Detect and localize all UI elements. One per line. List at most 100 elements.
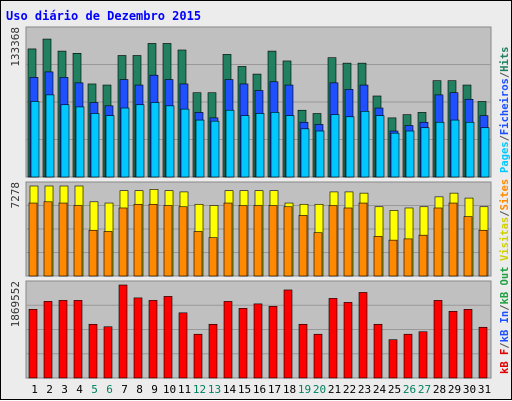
bar-sites-day-5 xyxy=(88,229,98,277)
bar-kb-f-day-20 xyxy=(313,333,323,379)
bar-pages-day-26 xyxy=(405,130,415,178)
bar-pages-day-9 xyxy=(150,102,160,178)
bar-kb-f-day-19 xyxy=(298,323,308,379)
legend-bottom-part-0: kB F xyxy=(499,349,511,374)
bar-kb-f-day-31 xyxy=(478,326,488,379)
bar-pages-day-27 xyxy=(420,127,430,178)
x-tick-label-day-4: 4 xyxy=(76,383,83,396)
x-tick-label-day-12: 12 xyxy=(193,383,206,396)
bar-kb-f-day-22 xyxy=(343,302,353,379)
bar-pages-day-5 xyxy=(90,113,100,178)
x-tick-label-day-18: 18 xyxy=(283,383,296,396)
x-tick-label-day-23: 23 xyxy=(358,383,371,396)
x-tick-label-day-31: 31 xyxy=(478,383,491,396)
bar-pages-day-25 xyxy=(390,132,400,178)
bar-pages-day-3 xyxy=(60,104,70,178)
x-tick-label-day-16: 16 xyxy=(253,383,266,396)
x-tick-label-day-3: 3 xyxy=(61,383,68,396)
y-max-label-middle: 7278 xyxy=(9,182,22,209)
bar-sites-day-30 xyxy=(463,216,473,277)
bar-sites-day-11 xyxy=(178,206,188,277)
bar-kb-f-day-5 xyxy=(88,323,98,379)
bar-sites-day-7 xyxy=(118,207,128,277)
x-tick-label-day-6: 6 xyxy=(106,383,113,396)
x-tick-label-day-9: 9 xyxy=(151,383,158,396)
bar-pages-day-1 xyxy=(30,101,40,178)
x-tick-label-day-19: 19 xyxy=(298,383,311,396)
bar-pages-day-16 xyxy=(255,113,265,178)
x-tick-labels: 1 2 3 4 5 6 7 8 9 10 11 12 13 14 15 16 17 18 19 20 21 22 23 24 2… xyxy=(31,383,491,396)
bar-pages-day-11 xyxy=(180,108,190,178)
bar-sites-day-22 xyxy=(343,207,353,277)
bar-pages-day-21 xyxy=(330,114,340,178)
legend-top-part-2: Ficheiros xyxy=(499,78,511,135)
x-tick-label-day-11: 11 xyxy=(178,383,191,396)
x-tick-label-day-28: 28 xyxy=(433,383,446,396)
x-tick-label-day-10: 10 xyxy=(163,383,176,396)
chart-title: Uso diário de Dezembro 2015 xyxy=(6,9,201,23)
legend-bottom-part-3: / xyxy=(499,304,511,310)
x-tick-label-day-7: 7 xyxy=(121,383,128,396)
x-tick-label-day-8: 8 xyxy=(136,383,143,396)
bar-kb-f-day-8 xyxy=(133,297,143,379)
bar-sites-day-12 xyxy=(193,231,203,277)
bar-sites-day-26 xyxy=(403,238,413,277)
bar-sites-day-10 xyxy=(163,205,173,277)
bar-sites-day-3 xyxy=(58,202,68,277)
bar-sites-day-31 xyxy=(478,229,488,277)
bar-sites-day-21 xyxy=(328,205,338,277)
x-tick-label-day-5: 5 xyxy=(91,383,98,396)
bar-sites-day-27 xyxy=(418,234,428,277)
legend-bottom: kB F/kB In/kB Out xyxy=(499,267,511,375)
x-tick-label-day-20: 20 xyxy=(313,383,326,396)
bar-sites-day-1 xyxy=(28,202,38,277)
bar-pages-day-22 xyxy=(345,116,355,178)
legend-middle: Visitas/Sites xyxy=(499,179,511,261)
x-tick-label-day-26: 26 xyxy=(403,383,416,396)
legend-middle-part-0: Visitas xyxy=(499,217,511,261)
bar-kb-f-day-2 xyxy=(43,301,53,379)
bar-kb-f-day-27 xyxy=(418,331,428,379)
bar-kb-f-day-11 xyxy=(178,312,188,379)
bar-pages-day-4 xyxy=(75,106,85,178)
bar-sites-day-17 xyxy=(268,205,278,277)
bar-sites-day-8 xyxy=(133,203,143,277)
x-tick-label-day-1: 1 xyxy=(31,383,38,396)
x-tick-label-day-22: 22 xyxy=(343,383,356,396)
bar-kb-f-day-28 xyxy=(433,300,443,379)
bar-sites-day-24 xyxy=(373,236,383,277)
bar-kb-f-day-12 xyxy=(193,333,203,379)
bar-sites-day-2 xyxy=(43,201,53,277)
legend-bottom-part-1: / xyxy=(499,342,511,348)
bar-kb-f-day-1 xyxy=(28,309,38,379)
bar-sites-day-25 xyxy=(388,239,398,277)
bar-sites-day-6 xyxy=(103,231,113,277)
bar-kb-f-day-21 xyxy=(328,298,338,379)
bar-sites-day-28 xyxy=(433,207,443,277)
bar-kb-f-day-26 xyxy=(403,333,413,379)
legend-top-part-3: / xyxy=(499,72,511,78)
bar-kb-f-day-18 xyxy=(283,289,293,379)
bar-sites-day-19 xyxy=(298,215,308,277)
bar-kb-f-day-9 xyxy=(148,300,158,379)
bar-pages-day-18 xyxy=(285,115,295,178)
bar-pages-day-31 xyxy=(480,127,490,178)
bar-sites-day-23 xyxy=(358,202,368,277)
bar-sites-day-9 xyxy=(148,203,158,277)
legend-bottom-part-4: kB Out xyxy=(499,267,511,305)
bar-sites-day-13 xyxy=(208,237,218,277)
bar-kb-f-day-7 xyxy=(118,284,128,379)
bar-pages-day-17 xyxy=(270,112,280,178)
bar-pages-day-15 xyxy=(240,115,250,178)
x-tick-label-day-14: 14 xyxy=(223,383,237,396)
bar-kb-f-day-23 xyxy=(358,292,368,379)
legend-middle-part-2: Sites xyxy=(499,179,511,211)
x-tick-label-day-29: 29 xyxy=(448,383,461,396)
bar-pages-day-23 xyxy=(360,111,370,178)
bar-pages-day-20 xyxy=(315,130,325,178)
bar-sites-day-18 xyxy=(283,206,293,277)
bar-kb-f-day-13 xyxy=(208,323,218,379)
bar-kb-f-day-4 xyxy=(73,300,83,379)
bar-pages-day-8 xyxy=(135,104,145,178)
